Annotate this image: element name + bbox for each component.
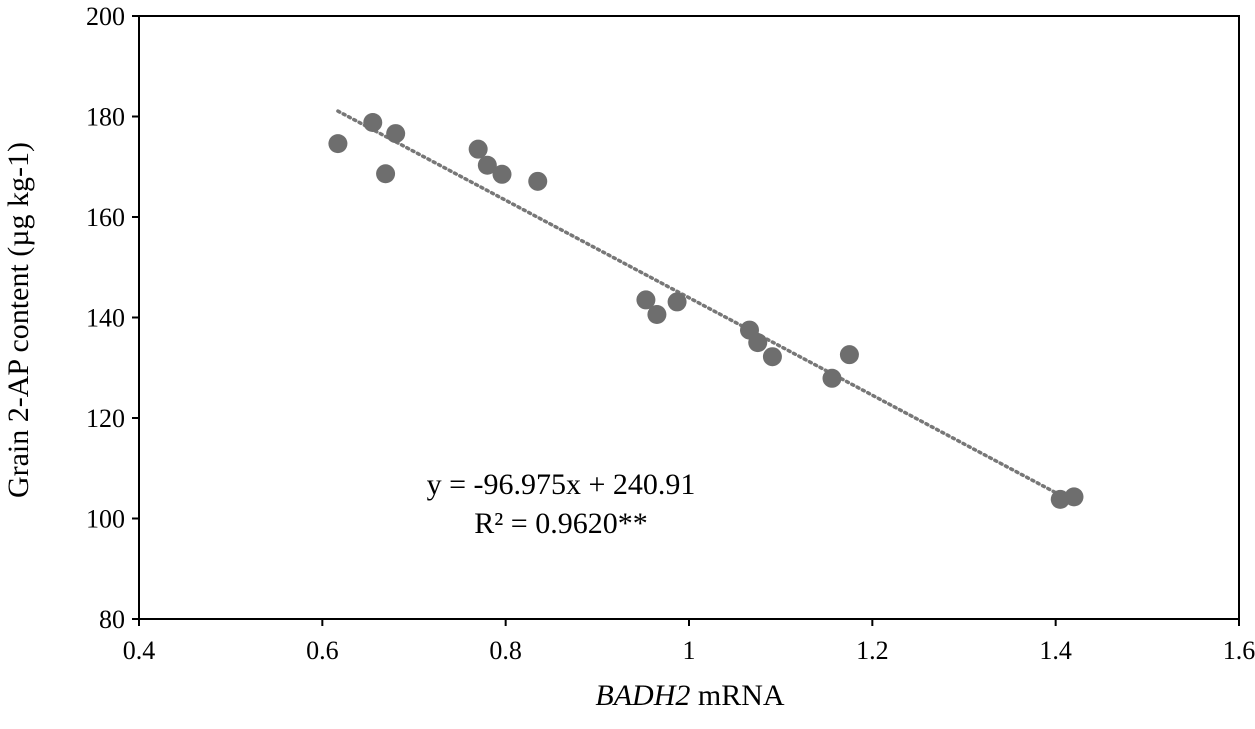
regression-equation: y = -96.975x + 240.91 [427,468,696,501]
x-axis-title: BADH2 mRNA [595,679,784,712]
y-tick-label: 100 [86,505,125,534]
x-tick-label: 1.2 [856,636,889,665]
x-tick-label: 0.6 [306,636,339,665]
x-axis: 0.4 0.6 0.8 1 1.2 1.4 1.6 [123,619,1255,665]
data-point [328,134,348,154]
data-point [748,333,768,353]
y-tick-label: 200 [86,2,125,31]
y-tick-label: 80 [99,605,125,634]
plot-area-frame [138,15,1240,620]
y-tick-label: 160 [86,203,125,232]
x-axis-title-italic: BADH2 [595,679,690,712]
x-tick-label: 1 [683,636,696,665]
data-point [822,368,842,388]
y-axis-title: Grain 2-AP content (µg kg-1) [2,142,35,498]
x-tick-label: 1.6 [1223,636,1255,665]
data-points [328,113,1084,509]
data-point [363,113,383,133]
data-point [1064,487,1084,507]
data-point [477,155,497,175]
data-point [647,304,667,324]
x-axis-title-rest: mRNA [690,679,785,712]
y-tick-label: 140 [86,304,125,333]
data-point [386,124,406,144]
data-point [468,139,488,159]
x-tick-label: 0.8 [489,636,522,665]
y-axis: 80 100 120 140 160 180 200 [86,2,139,634]
r-squared-label: R² = 0.9620** [474,507,647,540]
data-point [492,164,512,184]
data-point [762,347,782,367]
y-tick-label: 120 [86,404,125,433]
data-point [839,345,859,365]
data-point [528,171,548,191]
x-tick-label: 1.4 [1039,636,1072,665]
data-point [636,290,656,310]
data-point [667,292,687,312]
trendline [336,109,1062,497]
y-tick-label: 180 [86,103,125,132]
data-point [376,164,396,184]
trendline-group [336,109,1062,497]
x-tick-label: 0.4 [123,636,156,665]
